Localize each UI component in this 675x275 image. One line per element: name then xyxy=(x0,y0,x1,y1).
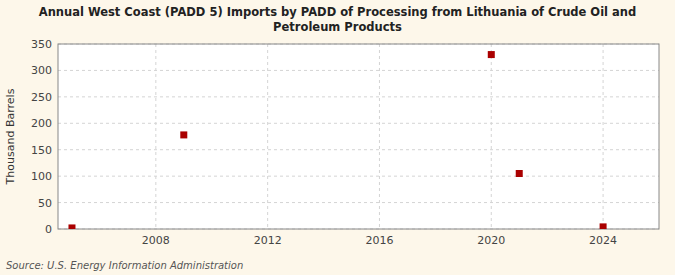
y-axis-label: Thousand Barrels xyxy=(4,88,17,185)
y-tick-label: 250 xyxy=(31,91,52,104)
x-tick-label: 2024 xyxy=(589,234,617,247)
y-tick-label: 50 xyxy=(38,197,52,210)
y-grid-line xyxy=(58,123,659,124)
point xyxy=(488,51,495,58)
y-tick-label: 100 xyxy=(31,170,52,183)
x-tick-label: 2016 xyxy=(365,234,393,247)
y-tick-label: 350 xyxy=(31,38,52,51)
source-note: Source: U.S. Energy Information Administ… xyxy=(6,260,243,271)
point xyxy=(180,131,187,138)
x-tick-label: 2008 xyxy=(142,234,170,247)
y-tick-label: 200 xyxy=(31,117,52,130)
point xyxy=(68,224,75,229)
points xyxy=(68,51,606,229)
y-grid-line xyxy=(58,149,659,150)
y-tick-label: 300 xyxy=(31,64,52,77)
plot-frame xyxy=(58,44,659,229)
grid xyxy=(58,44,659,229)
x-grid-line xyxy=(603,44,604,229)
point xyxy=(516,170,523,177)
x-tick-label: 2012 xyxy=(254,234,282,247)
x-grid-line xyxy=(267,44,268,229)
point xyxy=(600,223,607,229)
chart-container: 2008 2012 2016 2020 2024 0 50 100 150 200 250 300 35… xyxy=(0,0,675,275)
y-grid-line xyxy=(58,202,659,203)
y-tick-label: 150 xyxy=(31,144,52,157)
y-grid-line xyxy=(58,70,659,71)
y-grid-line xyxy=(58,96,659,97)
x-tick-label: 2020 xyxy=(477,234,505,247)
x-grid-line xyxy=(379,44,380,229)
chart-svg: 2008 2012 2016 2020 2024 0 50 100 150 200 250 300 35… xyxy=(0,0,675,275)
x-grid-line xyxy=(491,44,492,229)
y-grid-line xyxy=(58,176,659,177)
x-grid-line xyxy=(155,44,156,229)
y-tick-label: 0 xyxy=(45,223,52,236)
plot-background xyxy=(58,44,659,229)
title: Annual West Coast (PADD 5) Imports by PA… xyxy=(39,5,636,34)
